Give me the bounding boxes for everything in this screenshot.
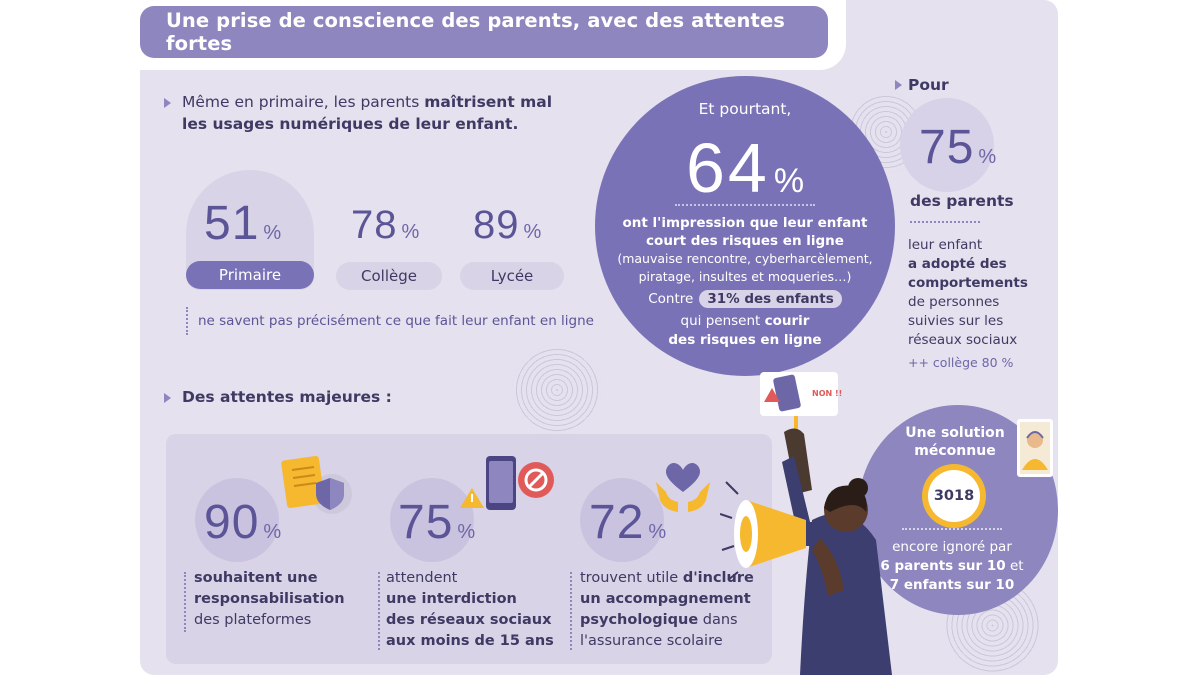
decorative-dotted-circle <box>512 345 602 435</box>
risk-circle: Et pourtant, 64 % ont l'impression que l… <box>595 76 895 376</box>
infographic-canvas: Une prise de conscience des parents, ave… <box>140 0 1058 675</box>
bullet-triangle-icon <box>164 98 171 108</box>
pour-divider <box>910 221 980 223</box>
stat-primaire: 51% <box>204 197 282 250</box>
pour-parents: des parents <box>910 192 1014 210</box>
solution-title: Une solution méconnue <box>905 425 1005 459</box>
attente-text-3: trouvent utile d'inclure un accompagneme… <box>580 570 754 649</box>
label-college: Collège <box>336 262 442 290</box>
risk-divider <box>675 204 815 206</box>
risk-lead: Et pourtant, <box>698 100 792 118</box>
label-lycee: Lycée <box>460 262 564 290</box>
risk-text: ont l'impression que leur enfant court d… <box>617 215 873 284</box>
dotted-marker <box>184 572 186 632</box>
document-shield-icon <box>281 455 352 514</box>
support-agent-icon <box>1017 419 1053 477</box>
stat-college: 78% <box>351 203 420 247</box>
pour-stat: 75% <box>919 121 997 174</box>
woman-megaphone-illustration: NON !! <box>720 372 892 675</box>
dotted-marker <box>186 307 188 335</box>
primaire-note: ne savent pas précisément ce que fait le… <box>198 313 594 329</box>
risk-badge: 31% des enfants <box>699 290 842 308</box>
hotline-number: 3018 <box>928 470 980 522</box>
stat-lycee: 89% <box>473 203 542 247</box>
attente-stat-3: 72% <box>589 496 667 549</box>
risk-kids-text: qui pensent courir des risques en ligne <box>668 313 822 348</box>
hotline-badge: 3018 <box>922 464 986 528</box>
hands-heart-icon <box>656 463 710 512</box>
sign-text: NON !! <box>812 389 842 398</box>
pour-lead: Pour <box>908 76 949 94</box>
dotted-marker <box>570 572 572 650</box>
solution-text: encore ignoré par 6 parents sur 10 et 7 … <box>880 539 1024 593</box>
attente-stat-2: 75% <box>398 496 476 549</box>
label-primaire: Primaire <box>186 261 314 289</box>
pour-text: leur enfant a adopté des comportements d… <box>908 237 1028 348</box>
attentes-heading: Des attentes majeures : <box>182 388 392 406</box>
attente-text-1: souhaitent une responsabilisation des pl… <box>194 570 345 628</box>
dotted-marker <box>378 572 380 650</box>
phone-forbidden-icon <box>460 456 554 510</box>
risk-stat: 64 % <box>685 129 805 207</box>
stat-circle <box>195 478 279 562</box>
pour-circle <box>900 98 994 192</box>
bullet-triangle-icon <box>895 80 902 90</box>
stat-circle <box>390 478 474 562</box>
page-title: Une prise de conscience des parents, ave… <box>140 6 828 58</box>
pour-extra: ++ collège 80 % <box>908 355 1014 370</box>
bullet-triangle-icon <box>164 393 171 403</box>
attente-text-2: attendent une interdiction des réseaux s… <box>386 570 554 649</box>
primaire-intro: Même en primaire, les parents maîtrisent… <box>182 93 553 133</box>
risk-contre: Contre 31% des enfants <box>595 290 895 308</box>
attente-stat-1: 90% <box>204 496 282 549</box>
solution-divider <box>902 528 1002 530</box>
stat-circle <box>580 478 664 562</box>
